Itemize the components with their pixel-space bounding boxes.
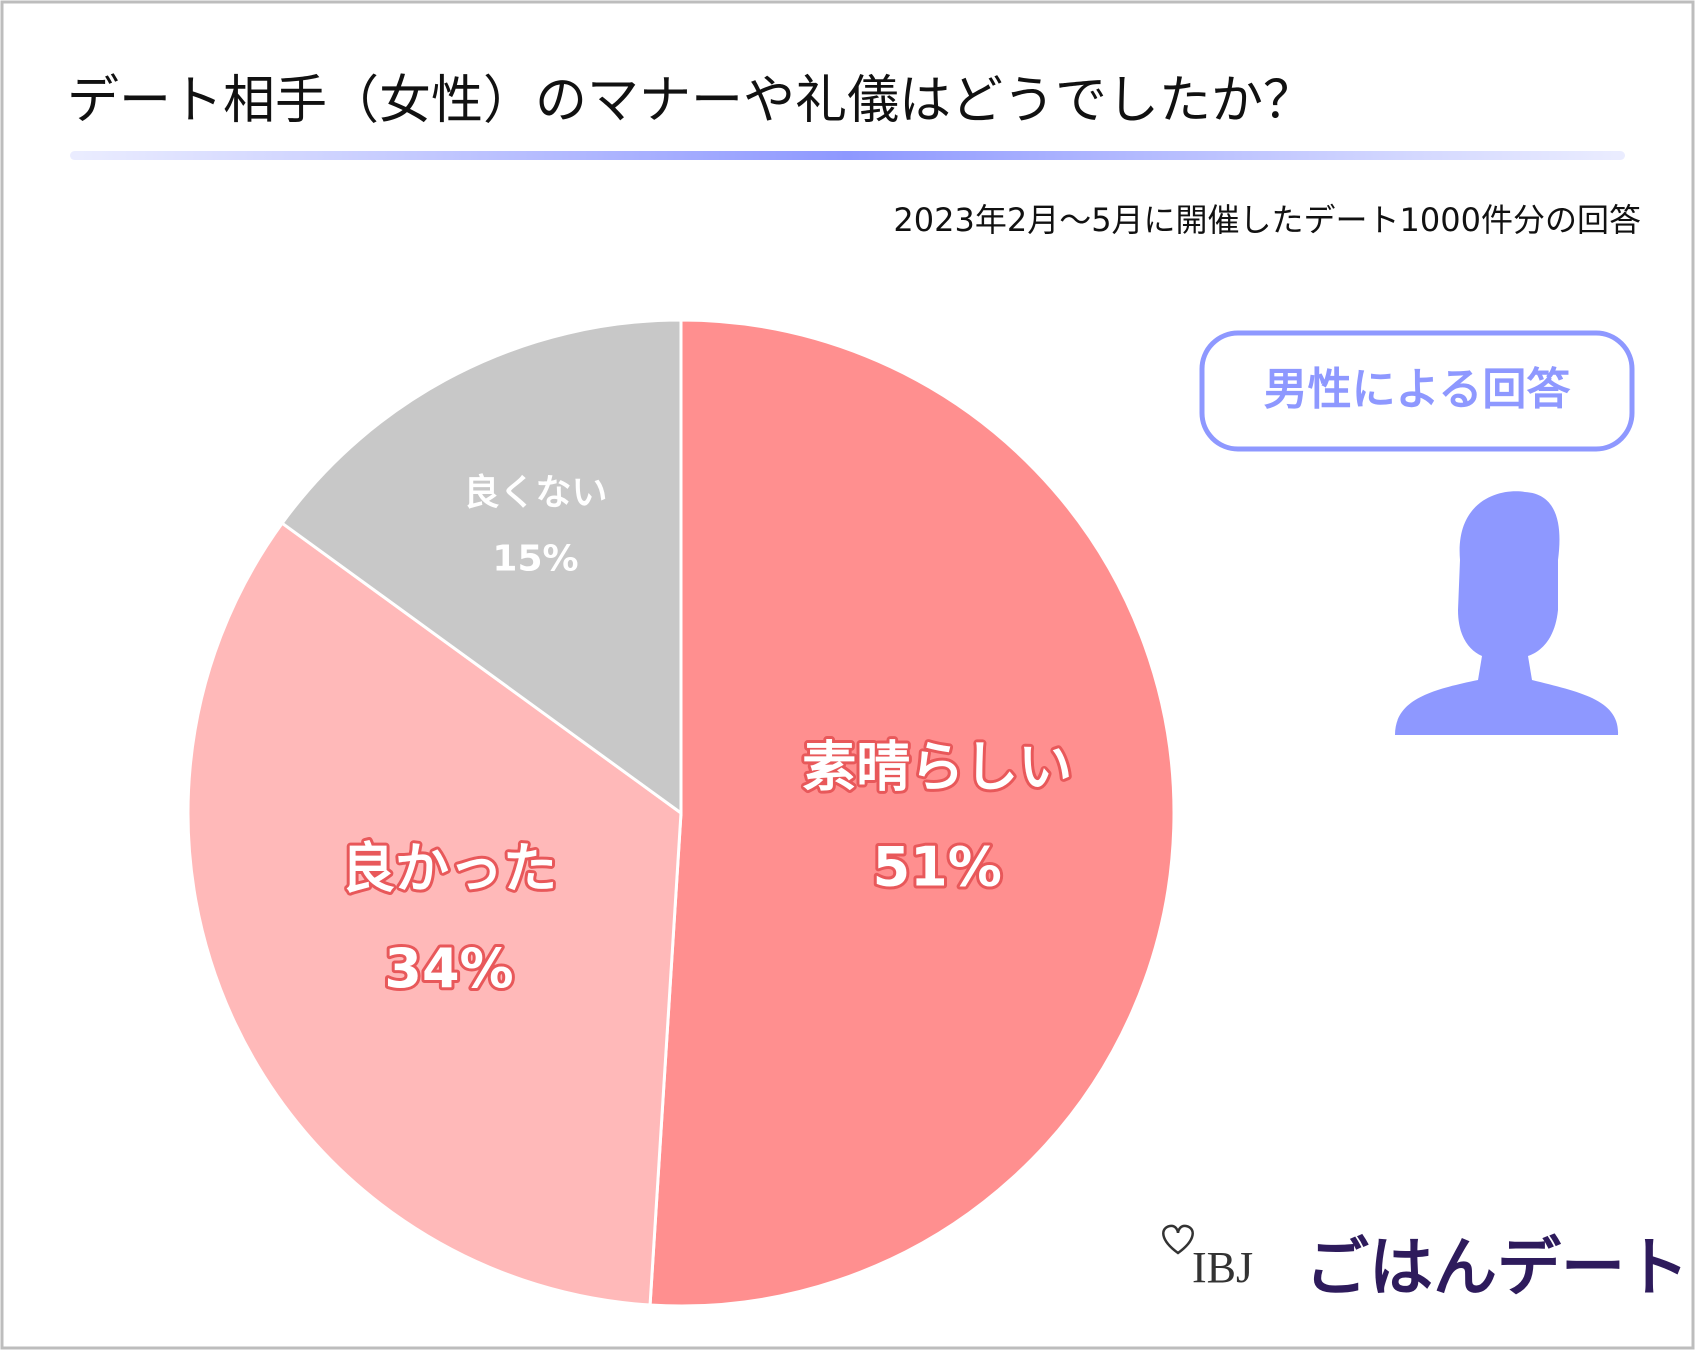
- slice-value-label: 34%: [384, 937, 513, 1000]
- pie-slice: [280, 318, 683, 816]
- logo-heart: [1162, 1224, 1194, 1255]
- slice-value-label: 51%: [873, 836, 1002, 899]
- title-underline: [70, 151, 1625, 160]
- logo-brand: IBJ: [1192, 1243, 1253, 1292]
- person-icon: [1395, 491, 1619, 735]
- pie-slice: [648, 318, 1176, 1308]
- respondent-badge: [1199, 330, 1635, 452]
- chart-subtitle: 2023年2月〜5月に開催したデート1000件分の回答: [893, 201, 1641, 239]
- slice-category: 素晴らしい: [802, 736, 1072, 799]
- slice-value-label: 15%: [492, 538, 578, 579]
- slice-category: 良くない: [464, 472, 608, 513]
- logo-service: ごはんデート: [1305, 1232, 1689, 1306]
- respondent-label: 男性による回答: [1264, 364, 1572, 415]
- logo: IBJ ごはんデート: [1162, 1224, 1689, 1306]
- chart-title: デート相手（女性）のマナーや礼儀はどうでしたか？: [67, 71, 1315, 131]
- slice-category: 良かった: [341, 837, 557, 900]
- pie-slice: [186, 521, 683, 1307]
